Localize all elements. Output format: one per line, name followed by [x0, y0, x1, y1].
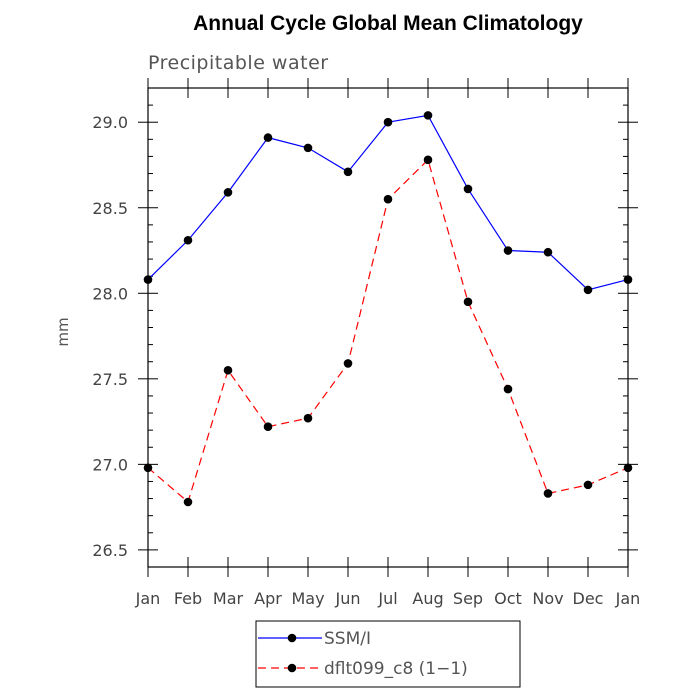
y-axis-label: mm: [54, 317, 72, 346]
legend-box: [255, 620, 521, 688]
chart-subtitle: Precipitable water: [148, 52, 329, 74]
x-tick-label: Dec: [573, 589, 604, 608]
x-tick-label: Jul: [377, 589, 397, 608]
y-tick-label: 29.0: [92, 113, 128, 132]
y-tick-label: 26.5: [92, 541, 128, 560]
chart-title: Annual Cycle Global Mean Climatology: [193, 12, 583, 35]
y-tick-labels: 26.5 27.0 27.5 28.0 28.5 29.0: [92, 113, 128, 560]
x-tick-label: Aug: [412, 589, 443, 608]
data-point: [143, 275, 153, 284]
legend-marker: [287, 633, 297, 643]
x-tick-label: Jan: [615, 589, 641, 608]
data-point: [223, 188, 233, 197]
x-tick-label: Mar: [213, 589, 244, 608]
data-point: [463, 297, 473, 307]
data-point: [463, 184, 473, 194]
data-point: [503, 384, 513, 394]
data-point: [623, 463, 633, 473]
x-tick-label: May: [291, 589, 324, 608]
y-tick-label: 27.5: [92, 370, 128, 389]
y-tick-label: 28.0: [92, 284, 128, 303]
data-point: [263, 422, 273, 432]
x-tick-label: Nov: [532, 589, 563, 608]
data-point: [303, 143, 313, 153]
data-point: [383, 194, 393, 204]
data-point: [383, 117, 393, 127]
data-point: [303, 413, 313, 423]
x-tick-label: Jan: [135, 589, 161, 608]
plot-frame: [147, 87, 629, 568]
series-line-1: [147, 158, 629, 504]
data-point: [143, 463, 153, 473]
legend-marker: [287, 663, 297, 673]
legend-label: SSM/I: [324, 629, 371, 649]
x-tick-label: Oct: [494, 589, 522, 608]
data-point: [223, 365, 233, 375]
data-point: [543, 489, 553, 498]
legend-label: dflt099_c8 (1−1): [324, 659, 468, 679]
y-tick-label: 27.0: [92, 455, 128, 474]
data-point: [183, 235, 193, 245]
x-tick-labels: Jan Feb Mar Apr May Jun Jul Aug Sep Oct Nov Dec Jan: [135, 589, 641, 608]
data-point: [423, 111, 433, 120]
axis-ticks: [138, 78, 638, 577]
data-point: [183, 497, 193, 507]
data-point: [623, 275, 633, 284]
data-point: [583, 480, 593, 490]
x-tick-label: Apr: [254, 589, 282, 608]
data-point: [503, 246, 513, 255]
data-point: [543, 247, 553, 257]
y-tick-label: 28.5: [92, 199, 128, 218]
data-point: [263, 133, 273, 142]
data-point: [343, 167, 353, 177]
legend: SSM/I dflt099_c8 (1−1): [255, 620, 521, 688]
data-point: [423, 155, 433, 165]
data-point: [583, 285, 593, 295]
series-group: [143, 111, 633, 507]
x-tick-label: Jun: [335, 589, 361, 608]
x-tick-label: Sep: [453, 589, 483, 608]
data-point: [343, 359, 353, 368]
x-tick-label: Feb: [174, 589, 202, 608]
